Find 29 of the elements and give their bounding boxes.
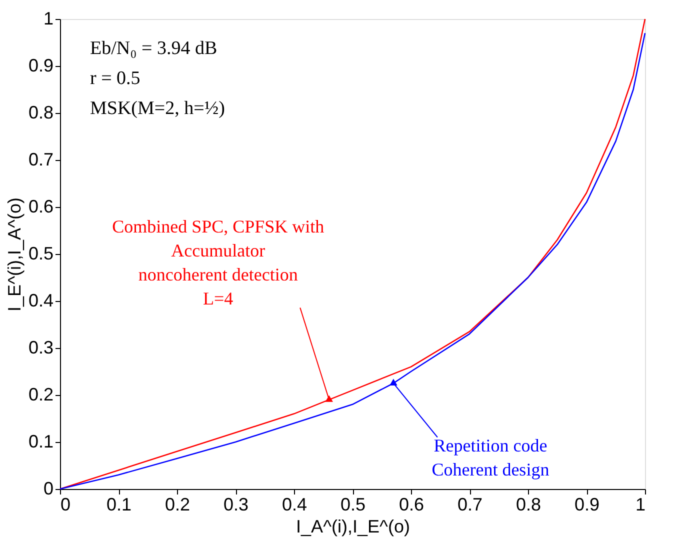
y-tick-label: 0.6 — [28, 196, 54, 216]
y-tick-label: 0.1 — [28, 432, 54, 452]
y-tick-label: 0.5 — [28, 244, 54, 264]
x-tick-label: 0.6 — [398, 494, 424, 514]
annotation: MSK(M=2, h=½) — [90, 98, 225, 119]
y-tick-label: 0.9 — [28, 56, 54, 76]
y-tick-label: 0.2 — [28, 384, 54, 404]
x-tick-label: 0.9 — [574, 494, 600, 514]
y-tick-label: 0 — [43, 478, 54, 498]
y-tick-label: 0.7 — [28, 150, 54, 170]
annotation: Combined SPC, CPFSK with Accumulator noncoherent detection L=4 — [112, 216, 324, 309]
x-tick-label: 0.3 — [223, 494, 249, 514]
y-axis-title: I_E^(i),I_A^(o) — [4, 198, 24, 312]
x-tick-label: 0 — [60, 494, 71, 514]
x-tick-label: 0.2 — [164, 494, 190, 514]
x-tick-label: 0.1 — [106, 494, 132, 514]
x-tick-label: 0.7 — [457, 494, 483, 514]
x-tick-label: 0.4 — [282, 494, 308, 514]
y-tick-label: 0.3 — [28, 338, 54, 358]
annotation: Repetition code Coherent design — [432, 435, 550, 480]
x-tick-label: 0.8 — [516, 494, 542, 514]
x-tick-label: 1 — [635, 494, 646, 514]
x-tick-label: 0.5 — [340, 494, 366, 514]
annotation: r = 0.5 — [90, 68, 140, 89]
y-tick-label: 1 — [43, 8, 54, 28]
y-tick-label: 0.8 — [28, 102, 54, 122]
x-axis-title: I_A^(i),I_E^(o) — [296, 516, 410, 536]
y-tick-label: 0.4 — [28, 290, 54, 310]
annotation: Eb/N₀ = 3.94 dB — [90, 38, 218, 59]
